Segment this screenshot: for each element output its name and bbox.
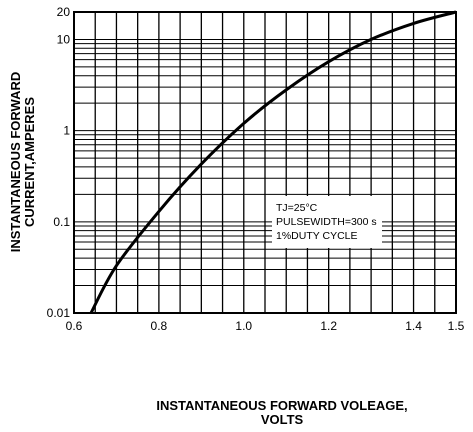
annotation-line-duty-cycle: 1%DUTY CYCLE bbox=[276, 230, 358, 242]
y-axis-title-line-2: CURRENT,AMPERES bbox=[22, 97, 37, 227]
forward-current-curve bbox=[89, 10, 457, 314]
x-tick-label: 0.8 bbox=[151, 319, 168, 333]
y-tick-labels: 0.01 0.1 1 10 20 bbox=[47, 5, 71, 320]
x-tick-labels: 0.6 0.8 1.0 1.2 1.4 1.5 bbox=[66, 319, 465, 333]
y-tick-label: 0.01 bbox=[47, 306, 71, 320]
x-tick-label: 1.2 bbox=[320, 319, 337, 333]
y-tick-label: 10 bbox=[57, 32, 71, 46]
x-axis-title-line-2: VOLTS bbox=[261, 412, 304, 427]
x-tick-label: 1.5 bbox=[448, 319, 465, 333]
x-tick-label: 1.4 bbox=[405, 319, 422, 333]
y-tick-label: 20 bbox=[57, 5, 71, 19]
x-axis-title: INSTANTANEOUS FORWARD VOLEAGE, VOLTS bbox=[156, 398, 407, 427]
y-tick-label: 0.1 bbox=[53, 215, 70, 229]
x-tick-label: 1.0 bbox=[235, 319, 252, 333]
annotation-line-temperature: TJ=25°C bbox=[276, 202, 318, 214]
y-axis-title: INSTANTANEOUS FORWARD CURRENT,AMPERES bbox=[8, 72, 37, 253]
grid-lines bbox=[74, 12, 456, 313]
y-axis-title-line-1: INSTANTANEOUS FORWARD bbox=[8, 72, 23, 253]
test-conditions-annotation: TJ=25°C PULSEWIDTH=300 s 1%DUTY CYCLE bbox=[272, 196, 382, 248]
plot-frame bbox=[73, 11, 457, 314]
y-tick-label: 1 bbox=[63, 124, 70, 138]
annotation-background bbox=[272, 196, 382, 248]
x-axis-title-line-1: INSTANTANEOUS FORWARD VOLEAGE, bbox=[156, 398, 407, 413]
annotation-line-pulse-width: PULSEWIDTH=300 s bbox=[276, 216, 377, 228]
x-tick-label: 0.6 bbox=[66, 319, 83, 333]
